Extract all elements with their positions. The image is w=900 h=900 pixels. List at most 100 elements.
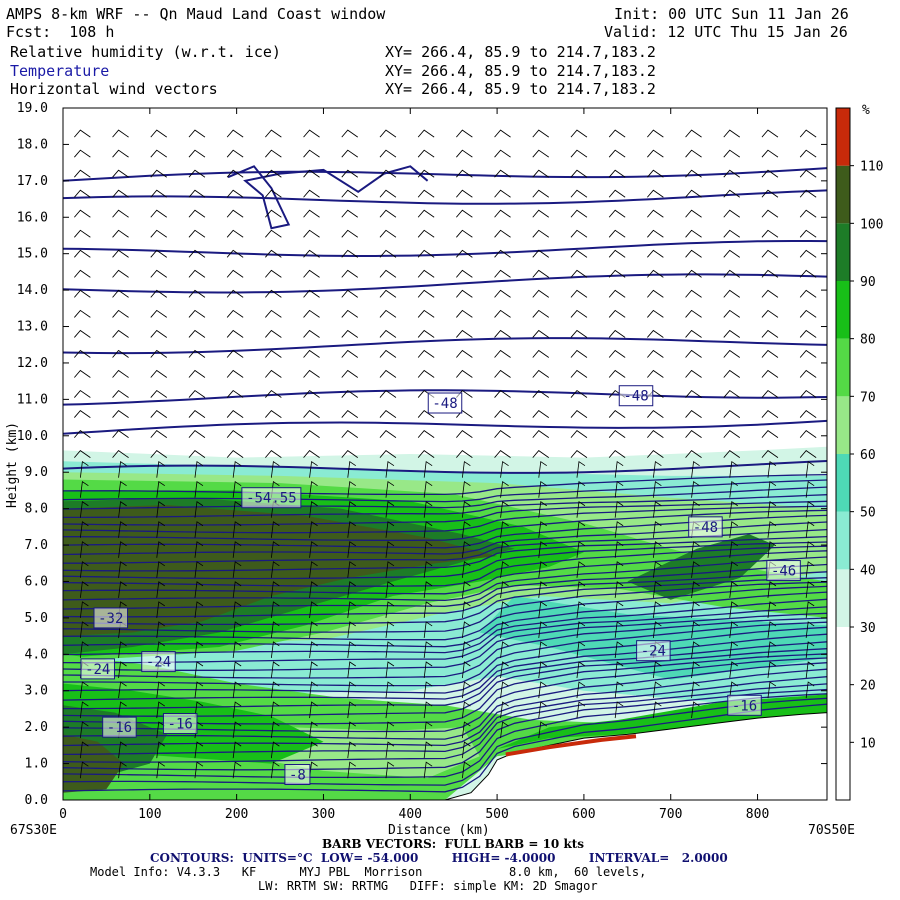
wind-barb-shaft xyxy=(385,561,395,578)
wind-barb-shaft xyxy=(614,621,624,638)
wind-barb-shaft xyxy=(500,681,509,699)
wind-barb-shaft xyxy=(723,409,741,418)
wind-barb xyxy=(614,541,624,558)
wind-barb-shaft xyxy=(341,129,359,138)
wind-barb xyxy=(232,701,242,719)
wind-barb-shaft xyxy=(188,149,206,158)
wind-barb xyxy=(461,741,471,759)
wind-barb xyxy=(112,129,129,138)
wind-barb-shaft xyxy=(761,249,779,258)
wind-barb-shaft xyxy=(570,289,588,298)
wind-barb xyxy=(729,521,738,538)
wind-barb xyxy=(265,409,282,418)
wind-barb xyxy=(538,460,547,478)
wind-barb xyxy=(652,561,662,578)
wind-barb xyxy=(685,169,702,178)
wind-barb xyxy=(456,289,473,298)
wind-barb-shaft xyxy=(456,349,473,358)
wind-barb xyxy=(347,521,356,538)
wind-barb xyxy=(385,541,395,558)
wind-barb xyxy=(74,129,91,138)
wind-barb xyxy=(608,249,626,258)
wind-barb-shaft xyxy=(685,149,702,158)
wind-barb xyxy=(652,581,662,598)
temperature-contour-lower-14 xyxy=(63,621,827,687)
wind-barb-shaft xyxy=(270,621,280,638)
contour-label-3: -54.55 xyxy=(241,487,302,509)
wind-barb-shaft xyxy=(576,541,586,558)
wind-barb xyxy=(156,741,165,759)
wind-barb xyxy=(309,701,318,719)
wind-barb-shaft xyxy=(538,561,547,578)
wind-barb xyxy=(538,521,547,538)
wind-barb xyxy=(347,481,356,498)
wind-barb xyxy=(303,209,320,218)
wind-barb xyxy=(761,329,779,338)
wind-barb-shaft xyxy=(79,721,89,739)
wind-barb xyxy=(647,289,664,298)
wind-barb-shaft xyxy=(614,601,624,618)
wind-barb-shaft xyxy=(652,481,662,498)
wind-barb-shaft xyxy=(767,601,777,618)
wind-barb-shaft xyxy=(417,430,435,438)
wind-barb xyxy=(417,289,435,298)
wind-barb-shaft xyxy=(270,581,280,598)
wind-barb-shaft xyxy=(423,721,433,739)
temperature-contour-lower-2 xyxy=(63,693,827,779)
wind-barb-shaft xyxy=(309,681,318,699)
wind-barb xyxy=(761,269,779,278)
wind-barb-shaft xyxy=(614,641,624,659)
y-tick-label-3: 3.0 xyxy=(25,684,48,699)
wind-barb xyxy=(341,149,359,158)
wind-barb-shaft xyxy=(494,229,511,238)
colorbar-label-4: 50 xyxy=(860,506,876,521)
wind-barb-shaft xyxy=(761,209,779,218)
wind-barb-shaft xyxy=(494,389,511,398)
barb-legend: BARB VECTORS: FULL BARB = 10 kts xyxy=(322,837,585,851)
wind-barb xyxy=(232,761,242,779)
wind-barb xyxy=(614,561,624,578)
wind-barb xyxy=(767,641,777,659)
wind-barb xyxy=(417,269,435,278)
wind-barb xyxy=(576,681,586,699)
wind-barb-shaft xyxy=(799,169,817,178)
wind-barb xyxy=(691,621,700,638)
wind-barb xyxy=(767,521,777,538)
wind-barb-shaft xyxy=(767,661,777,679)
wind-barb-shaft xyxy=(156,481,165,498)
temperature-contour-lower-21 xyxy=(63,581,827,633)
wind-barb-shaft xyxy=(270,521,280,538)
wind-barb xyxy=(265,169,282,178)
wind-barb xyxy=(461,501,471,518)
wind-barb-shaft xyxy=(112,129,129,138)
wind-barb xyxy=(309,621,318,638)
wind-barb-shaft xyxy=(417,149,435,158)
wind-barb xyxy=(226,229,244,238)
wind-barb xyxy=(270,541,280,558)
wind-barb-shaft xyxy=(761,309,779,318)
wind-barb xyxy=(647,229,664,238)
wind-barb xyxy=(423,741,433,759)
wind-barb xyxy=(608,149,626,158)
wind-barb-shaft xyxy=(767,581,777,598)
wind-barb xyxy=(494,450,511,459)
wind-barb xyxy=(647,209,664,218)
wind-barb xyxy=(265,289,282,298)
wind-barb-shaft xyxy=(112,249,129,258)
wind-barb-shaft xyxy=(532,349,550,358)
wind-barb xyxy=(265,309,282,318)
wind-barb xyxy=(341,229,359,238)
wind-barb xyxy=(232,501,242,518)
wind-barb xyxy=(723,389,741,398)
wind-barb xyxy=(385,661,395,679)
wind-barb-shaft xyxy=(309,621,318,638)
wind-barb xyxy=(423,681,433,699)
contour-label-box xyxy=(766,560,801,582)
wind-barb xyxy=(570,269,588,278)
wind-barb-shaft xyxy=(494,169,511,178)
wind-barb-shaft xyxy=(423,641,433,659)
wind-barb xyxy=(112,409,129,418)
cross-section-end-point: 70S50E xyxy=(808,823,855,838)
wind-barb xyxy=(341,169,359,178)
wind-barb-shaft xyxy=(150,229,168,238)
